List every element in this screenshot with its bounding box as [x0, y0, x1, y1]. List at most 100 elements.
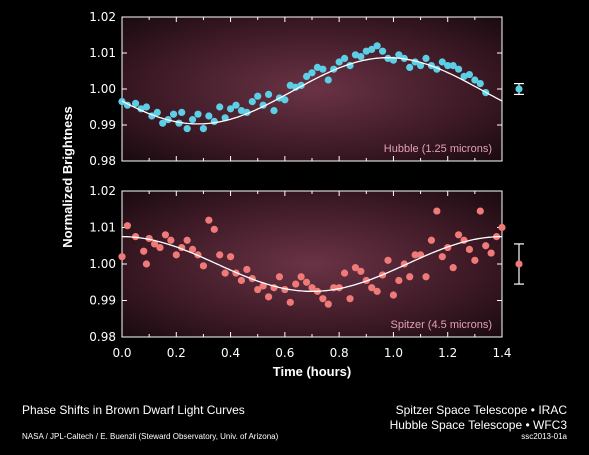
hubble-data-point	[142, 103, 151, 111]
hubble-data-point	[254, 92, 262, 100]
spitzer-ytick-label: 0.98	[89, 330, 116, 344]
spitzer-data-point	[389, 291, 398, 299]
xtick-label: 1.0	[384, 346, 403, 360]
hubble-data-point	[449, 62, 457, 70]
hubble-data-point	[384, 54, 392, 63]
hubble-data-point	[416, 62, 425, 70]
spitzer-ytick-label: 1.01	[89, 221, 116, 235]
spitzer-error-point	[515, 260, 523, 268]
xtick-label: 0.8	[330, 346, 349, 360]
spitzer-data-point	[142, 260, 151, 268]
xtick-label: 0.6	[275, 346, 294, 360]
spitzer-data-point	[324, 300, 332, 308]
hubble-data-point	[378, 47, 387, 55]
figure-title: Phase Shifts in Brown Dwarf Light Curves	[22, 403, 245, 417]
spitzer-data-point	[357, 267, 365, 275]
hubble-error-point	[515, 85, 523, 93]
hubble-data-point	[340, 54, 349, 63]
spitzer-data-point	[264, 293, 273, 301]
spitzer-data-point	[340, 269, 349, 277]
hubble-data-point	[159, 119, 167, 127]
spitzer-ytick-label: 1.00	[89, 257, 116, 271]
spitzer-data-point	[172, 251, 180, 259]
spitzer-data-point	[487, 249, 495, 257]
hubble-data-point	[422, 54, 430, 63]
hubble-data-point	[205, 112, 213, 120]
hubble-data-point	[216, 103, 224, 111]
spitzer-data-point	[465, 245, 474, 253]
error-bars	[514, 82, 524, 285]
hubble-data-point	[357, 53, 365, 61]
spitzer-data-point	[433, 207, 441, 215]
spitzer-data-point	[243, 265, 251, 274]
spitzer-data-point	[373, 287, 381, 295]
spitzer-data-point	[205, 216, 213, 224]
spitzer-data-point	[118, 253, 126, 261]
hubble-data-point	[264, 90, 273, 98]
spitzer-data-point	[150, 240, 159, 248]
xtick-label: 1.2	[438, 346, 457, 360]
spitzer-ytick-label: 1.02	[89, 184, 116, 198]
spitzer-data-point	[226, 253, 235, 261]
hubble-ytick-label: 1.01	[89, 46, 116, 60]
spitzer-data-point	[454, 231, 463, 239]
hubble-data-point	[335, 58, 343, 66]
hubble-data-point	[454, 65, 463, 73]
x-axis-title: Time (hours)	[273, 364, 352, 379]
spitzer-data-point	[498, 223, 506, 232]
hubble-data-point	[226, 105, 235, 113]
spitzer-data-point	[308, 284, 316, 292]
hubble-data-point	[351, 51, 360, 59]
hubble-panel-label: Hubble (1.25 microns)	[384, 143, 492, 155]
hubble-data-point	[210, 117, 218, 125]
axes-labels: 0.0 0.2 0.4 0.6 0.8 1.0 1.2 1.4 Time (hours) Norm…	[60, 106, 512, 379]
hubble-data-point	[476, 80, 484, 88]
spitzer-data-point	[471, 256, 479, 264]
hubble-data-point	[183, 125, 191, 133]
hubble-data-point	[281, 96, 289, 104]
hubble-panel: 0.98 0.99 1.00 1.01 1.02 Hubble (1.25 microns…	[89, 10, 503, 168]
hubble-data-point	[444, 62, 452, 70]
spitzer-model-curve	[121, 235, 503, 293]
hubble-data-point	[302, 72, 311, 80]
image-code: ssc2013-01a	[521, 432, 567, 441]
hubble-data-point	[368, 45, 376, 54]
spitzer-data-point	[384, 256, 392, 264]
spitzer-ytick-label: 0.99	[89, 294, 116, 308]
credit-line: NASA / JPL-Caltech / E. Buenzli (Steward…	[22, 432, 279, 441]
hubble-data-point	[373, 42, 381, 50]
spitzer-data-point	[140, 247, 148, 255]
spitzer-data-point	[422, 273, 430, 281]
spitzer-panel: 0.98 0.99 1.00 1.01 1.02 Spitzer (4.5 microns…	[89, 184, 506, 344]
hubble-ytick-label: 0.98	[89, 154, 116, 168]
spitzer-data-point	[368, 284, 376, 292]
spitzer-data-point	[319, 295, 327, 303]
hubble-plot-area	[121, 16, 503, 162]
spitzer-data-point	[351, 264, 360, 272]
spitzer-data-point	[286, 298, 294, 306]
hubble-ytick-label: 1.00	[89, 82, 116, 96]
spitzer-data-point	[188, 245, 197, 253]
spitzer-plot-area	[121, 190, 503, 338]
hubble-data-point	[131, 99, 140, 107]
hubble-data-point	[319, 65, 327, 73]
hubble-model-curve	[121, 57, 503, 125]
hubble-data-point	[460, 72, 468, 80]
hubble-ytick-label: 1.02	[89, 10, 116, 24]
spitzer-data-point	[199, 262, 208, 270]
spitzer-data-point	[275, 273, 284, 281]
spitzer-data-point	[482, 242, 490, 250]
hubble-data-point	[406, 63, 414, 71]
spitzer-data-point	[476, 207, 484, 215]
hubble-data-point	[178, 108, 186, 116]
y-axis-title: Normalized Brightness	[60, 106, 75, 248]
spitzer-data-point	[427, 236, 436, 244]
spitzer-data-point	[131, 233, 140, 241]
spitzer-data-point	[221, 269, 229, 277]
spitzer-data-point	[161, 231, 170, 239]
hubble-data-point	[232, 101, 240, 109]
spitzer-data-point	[156, 243, 164, 252]
hubble-data-point	[248, 98, 256, 106]
spitzer-data-point	[438, 253, 446, 261]
